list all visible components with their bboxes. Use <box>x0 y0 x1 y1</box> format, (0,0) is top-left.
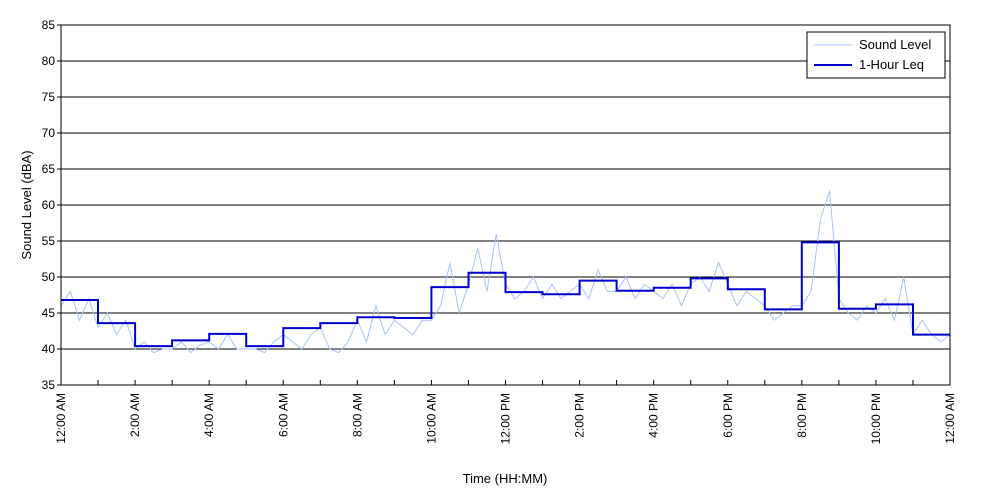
x-tick-label: 8:00 PM <box>795 393 809 438</box>
x-tick-label: 6:00 AM <box>276 393 290 437</box>
y-tick-label: 80 <box>42 54 56 68</box>
y-tick-label: 75 <box>42 90 56 104</box>
y-tick-label: 55 <box>42 234 56 248</box>
y-tick-label: 35 <box>42 378 56 392</box>
legend-label-1-hour-leq: 1-Hour Leq <box>859 57 924 72</box>
legend-box <box>806 31 946 79</box>
x-tick-label: 12:00 AM <box>54 393 68 444</box>
x-tick-label: 10:00 PM <box>869 393 883 444</box>
legend: Sound Level 1-Hour Leq <box>806 31 946 79</box>
y-tick-label: 65 <box>42 162 56 176</box>
y-axis-ticks: 35 40 45 50 55 60 65 70 75 80 85 <box>42 18 61 392</box>
x-axis-ticks: 12:00 AM 2:00 AM 4:00 AM 6:00 AM 8:00 AM 10:0… <box>54 380 957 444</box>
x-axis-title: Time (HH:MM) <box>463 471 548 486</box>
y-tick-label: 85 <box>42 18 56 32</box>
x-tick-label: 4:00 PM <box>647 393 661 438</box>
x-tick-label: 12:00 PM <box>499 393 513 444</box>
x-tick-label: 4:00 AM <box>202 393 216 437</box>
x-tick-label: 8:00 AM <box>350 393 364 437</box>
x-tick-label: 2:00 PM <box>573 393 587 438</box>
y-tick-label: 40 <box>42 342 56 356</box>
x-tick-label: 6:00 PM <box>721 393 735 438</box>
series-1-hour-leq-step <box>61 241 950 348</box>
legend-label-sound-level: Sound Level <box>859 37 931 52</box>
series-layer <box>60 190 951 354</box>
y-axis-title: Sound Level (dBA) <box>19 150 34 259</box>
x-tick-label: 12:00 AM <box>943 393 957 444</box>
y-tick-label: 60 <box>42 198 56 212</box>
y-tick-label: 70 <box>42 126 56 140</box>
y-tick-label: 50 <box>42 270 56 284</box>
x-tick-label: 2:00 AM <box>128 393 142 437</box>
x-tick-label: 10:00 AM <box>424 393 438 444</box>
y-tick-label: 45 <box>42 306 56 320</box>
